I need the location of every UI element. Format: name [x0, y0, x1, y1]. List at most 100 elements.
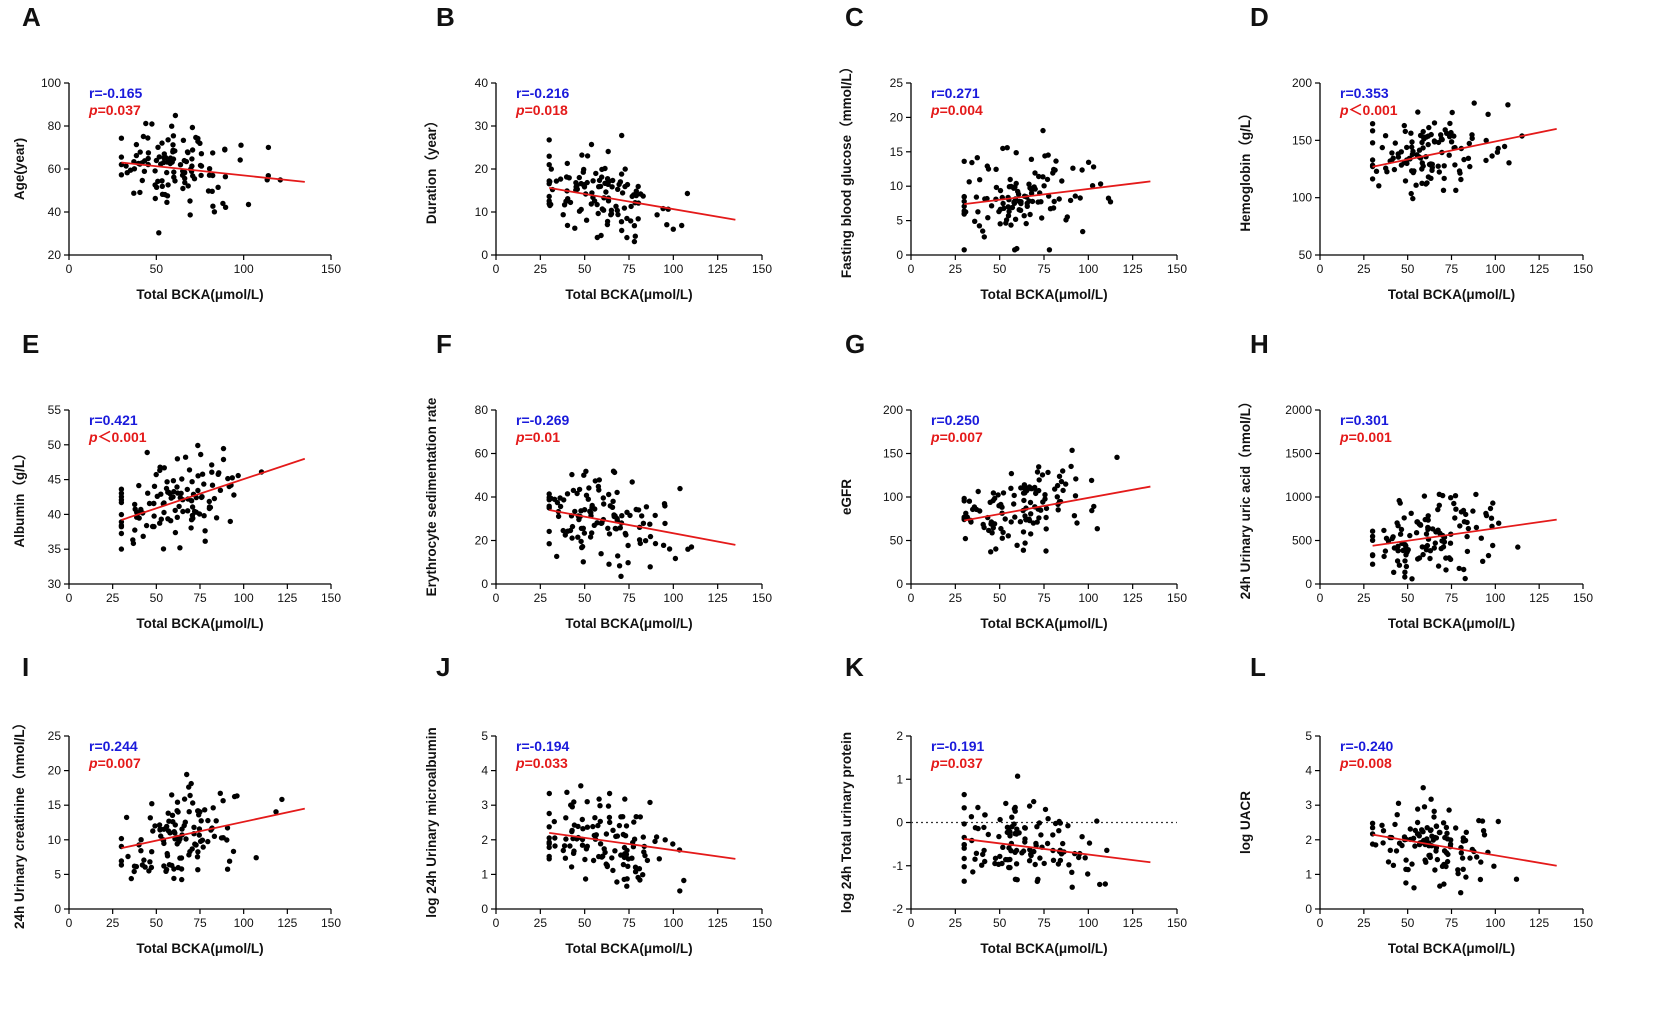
- panel-k-point: [996, 833, 1002, 840]
- panel-d-x-tick-label: 25: [1357, 262, 1371, 276]
- panel-g-point: [1002, 516, 1008, 522]
- panel-a-point: [180, 137, 187, 143]
- panel-c-point: [1018, 199, 1024, 205]
- panel-b-point: [637, 191, 644, 197]
- panel-i-y-label: 24h Urinary creatinine（nmol/L）: [12, 716, 27, 929]
- panel-d-point: [1489, 153, 1495, 159]
- panel-d-point: [1369, 140, 1376, 146]
- panel-j-point: [637, 877, 643, 883]
- panel-a-point: [185, 149, 191, 156]
- panel-a-point: [159, 178, 165, 184]
- panel-k-point: [961, 864, 967, 870]
- panel-f-point: [637, 540, 643, 547]
- panel-a-point: [161, 155, 167, 161]
- panel-h-point: [1422, 516, 1428, 523]
- panel-h-p-symbol: p: [1339, 429, 1349, 445]
- panel-c-point: [1067, 197, 1074, 204]
- panel-d-point: [1369, 121, 1376, 127]
- panel-l-point: [1480, 828, 1487, 834]
- panel-i-point: [149, 801, 155, 807]
- panel-c-point: [1097, 181, 1104, 187]
- panel-i-r-value: r=0.244: [89, 738, 138, 754]
- panel-l-point: [1369, 825, 1376, 831]
- panel-f-point: [647, 533, 654, 540]
- panel-g-point: [987, 499, 993, 505]
- panel-j-point: [563, 815, 569, 821]
- panel-k-point: [1045, 816, 1051, 822]
- panel-a-point: [152, 182, 158, 188]
- panel-g-point: [1036, 477, 1042, 483]
- panel-l-point: [1430, 837, 1437, 843]
- panel-e-point: [132, 501, 138, 508]
- panel-b-point: [619, 190, 626, 196]
- panel-a-point: [185, 183, 191, 189]
- panel-j-point: [562, 855, 569, 861]
- panel-g-point: [1020, 547, 1027, 553]
- panel-f-point: [569, 471, 575, 478]
- panel-g-point: [1054, 482, 1061, 489]
- panel-d-point: [1431, 120, 1438, 126]
- panel-a-point: [159, 191, 166, 197]
- panel-a-point: [137, 189, 143, 196]
- panel-l-point: [1458, 850, 1465, 856]
- panel-i-point: [169, 812, 176, 818]
- panel-a-point: [118, 135, 125, 141]
- panel-d-point: [1453, 187, 1459, 193]
- panel-g-point: [1043, 548, 1049, 554]
- panel-g-point: [1020, 529, 1027, 535]
- panel-e-p-value: p＜0.001: [88, 429, 147, 445]
- panel-h-point: [1431, 545, 1438, 551]
- panel-f-x-tick-label: 100: [663, 591, 683, 605]
- panel-e-points: [118, 442, 265, 552]
- panel-j-x-tick-label: 75: [622, 916, 636, 930]
- panel-g-point: [1028, 531, 1034, 537]
- panel-f-point: [677, 485, 683, 492]
- panel-j-point: [620, 861, 627, 868]
- panel-a-point: [182, 175, 188, 182]
- panel-k-x-tick-label: 100: [1078, 916, 1098, 930]
- panel-d-point: [1410, 169, 1417, 176]
- panel-d-point: [1398, 162, 1405, 168]
- panel-f-point: [560, 527, 566, 534]
- panel-j-point: [583, 846, 590, 852]
- panel-c-point: [961, 203, 967, 209]
- panel-e-point: [161, 509, 167, 516]
- panel-f-point: [639, 513, 645, 519]
- panel-d-point: [1376, 183, 1382, 189]
- panel-g-point: [990, 490, 997, 496]
- panel-e-point: [195, 442, 201, 449]
- panel-f-point: [612, 525, 618, 532]
- panel-k-point: [1004, 824, 1011, 830]
- panel-f-point: [660, 542, 667, 548]
- panel-l-point: [1446, 807, 1452, 813]
- panel-k-point: [972, 825, 979, 831]
- panel-f-r-value: r=-0.269: [516, 412, 570, 428]
- panel-i-x-tick-label: 25: [106, 916, 120, 930]
- panel-c-point: [1023, 220, 1029, 227]
- panel-i-point: [205, 838, 211, 845]
- panel-j-point: [653, 834, 660, 840]
- panel-d-point: [1369, 157, 1376, 163]
- panel-i-point: [186, 809, 192, 815]
- panel-c-point: [1085, 159, 1092, 165]
- panel-a-point: [215, 184, 221, 190]
- panel-k-point: [1012, 830, 1018, 837]
- panel-l-point: [1437, 883, 1443, 889]
- panel-i-point: [125, 853, 131, 860]
- panel-b-point: [548, 201, 554, 208]
- panel-b-point: [573, 184, 579, 190]
- panel-k-x-tick-label: 50: [993, 916, 1007, 930]
- panel-j-x-tick-label: 125: [708, 916, 728, 930]
- panel-f-point: [623, 532, 629, 538]
- panel-g-p-number: =0.007: [940, 429, 983, 445]
- panel-l-point: [1407, 826, 1414, 832]
- panel-f-point: [618, 573, 624, 579]
- panel-l-point: [1369, 841, 1376, 847]
- panel-g-point: [961, 498, 967, 504]
- panel-c-point: [972, 218, 978, 224]
- panel-b-point: [597, 183, 604, 190]
- panel-a: A 0 50 100 150 20 40 60 80 100 Total BCKA(μmol/L) A…: [12, 2, 341, 302]
- panel-h-point: [1391, 545, 1398, 551]
- panel-k-point: [999, 860, 1005, 867]
- panel-k-y-tick-label: 2: [896, 729, 903, 743]
